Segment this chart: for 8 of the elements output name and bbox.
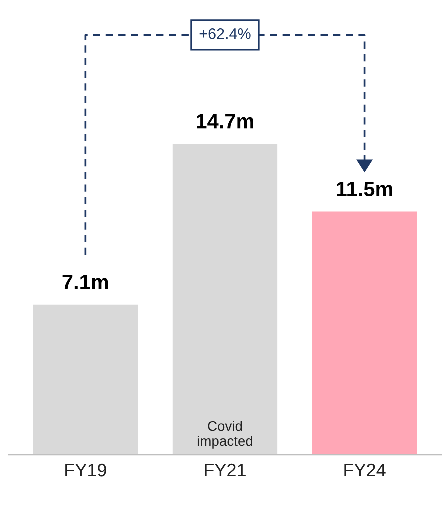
data-label: 7.1m [62,275,108,290]
data-label: 14.7m [197,114,254,129]
x-tick-label: FY24 [344,464,386,477]
text: +62.4% [200,28,251,40]
x-tick-label: FY21 [205,464,246,477]
annotation: Covid impacted [198,420,253,449]
x-tick-label: FY19 [66,464,106,477]
data-label: 11.5m [337,182,392,197]
